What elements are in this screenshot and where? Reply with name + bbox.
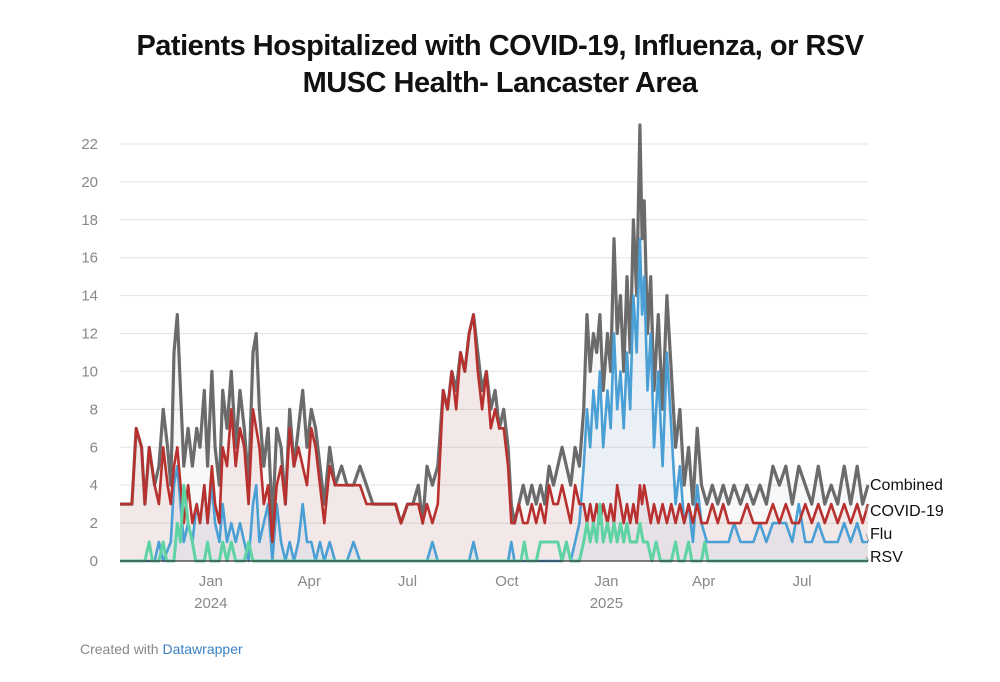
- leader-2: [865, 533, 870, 543]
- x-tick-label-6: Jul: [792, 573, 811, 590]
- series-label-rsv: RSV: [870, 549, 903, 566]
- datawrapper-link[interactable]: Datawrapper: [162, 641, 243, 657]
- leader-3: [865, 556, 870, 562]
- y-tick-label-22: 22: [81, 136, 98, 153]
- footer-credit: Created with Datawrapper: [80, 641, 243, 657]
- series-line-flu: [120, 237, 868, 563]
- x-tick-year-4: 2025: [590, 595, 623, 612]
- x-tick-label-0: Jan: [199, 573, 223, 590]
- leader-1: [865, 503, 870, 512]
- y-tick-label-20: 20: [81, 174, 98, 191]
- y-tick-label-6: 6: [90, 439, 98, 456]
- y-tick-label-4: 4: [90, 477, 98, 494]
- y-tick-label-18: 18: [81, 212, 98, 229]
- footer-prefix: Created with: [80, 641, 163, 657]
- x-tick-label-5: Apr: [692, 573, 715, 590]
- y-tick-label-0: 0: [90, 553, 98, 570]
- y-tick-label-12: 12: [81, 326, 98, 343]
- y-tick-label-2: 2: [90, 515, 98, 532]
- y-tick-label-14: 14: [81, 288, 98, 305]
- x-tick-year-0: 2024: [194, 595, 227, 612]
- chart-subtitle: MUSC Health- Lancaster Area: [302, 67, 698, 99]
- chart-title: Patients Hospitalized with COVID-19, Inf…: [136, 30, 864, 62]
- series-label-flu: Flu: [870, 526, 892, 543]
- series-label-covid-19: COVID-19: [870, 503, 944, 520]
- x-tick-label-2: Jul: [398, 573, 417, 590]
- y-tick-label-16: 16: [81, 250, 98, 267]
- x-tick-label-1: Apr: [297, 573, 320, 590]
- series-line-covid-19: [120, 313, 870, 544]
- x-tick-label-4: Jan: [594, 573, 618, 590]
- y-tick-label-10: 10: [81, 363, 98, 380]
- x-tick-label-3: Oct: [495, 573, 519, 590]
- series-line-combined: [120, 123, 870, 525]
- area-covid: [120, 314, 868, 561]
- series-label-combined: Combined: [870, 477, 943, 494]
- y-tick-label-8: 8: [90, 401, 98, 418]
